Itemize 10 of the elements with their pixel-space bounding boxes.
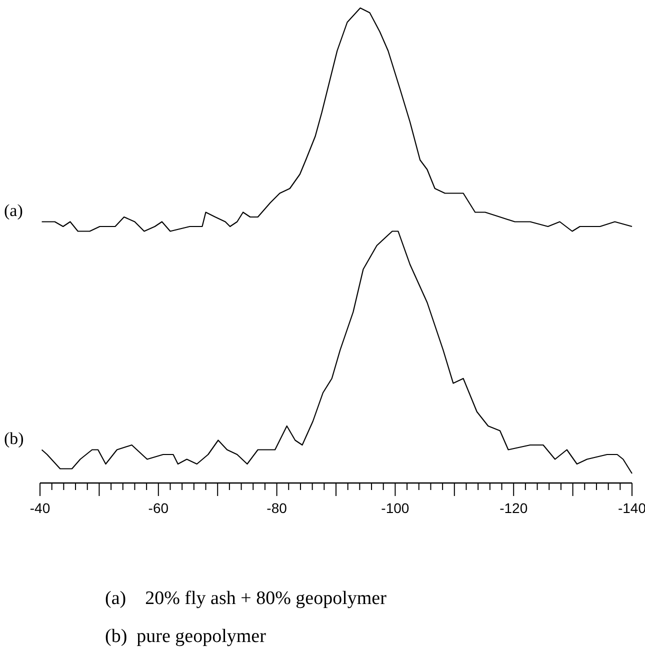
series-label: (a) [4, 200, 23, 220]
x-tick-label: -80 [266, 500, 288, 516]
x-tick-label: -40 [30, 500, 50, 516]
x-tick-label: -60 [148, 500, 169, 516]
text: (b) pure geopolymer [105, 626, 267, 647]
text: (a) 20% fly ash + 80% geopolymer [105, 588, 388, 609]
x-tick-label: -140 [618, 500, 645, 516]
x-tick-label: -120 [500, 500, 528, 516]
series-label: (b) [4, 428, 24, 448]
x-tick-label: -100 [381, 500, 410, 516]
